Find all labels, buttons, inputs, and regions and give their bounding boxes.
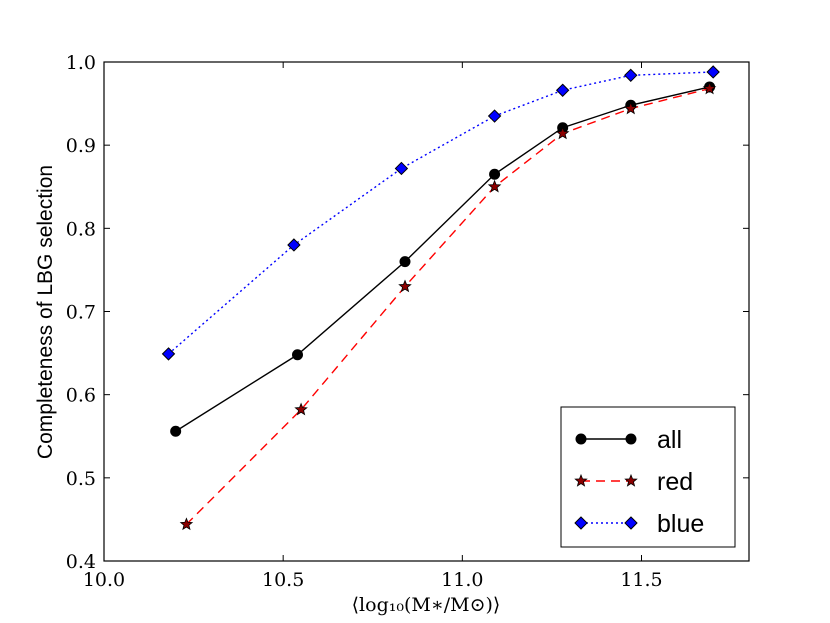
series-layer	[161, 65, 720, 531]
x-tick-label: 11.0	[441, 569, 483, 591]
legend-marker-blue	[624, 516, 638, 530]
legend-marker-blue	[574, 516, 588, 530]
data-point-blue	[487, 109, 502, 123]
data-point-blue	[555, 83, 570, 97]
legend: all red blue	[560, 406, 736, 548]
data-point-all	[170, 425, 182, 437]
x-tick-label: 10.0	[83, 569, 125, 591]
y-tick-label: 0.7	[66, 302, 96, 324]
data-point-all	[399, 256, 411, 268]
y-axis-title: Completeness of LBG selection	[34, 165, 57, 459]
y-tick-label: 0.4	[66, 551, 96, 573]
y-tick-label: 0.8	[66, 218, 96, 240]
data-point-all	[292, 349, 303, 361]
y-tick-label: 0.6	[66, 385, 96, 407]
data-point-red	[623, 101, 638, 115]
series-blue	[161, 65, 720, 361]
data-point-red	[179, 517, 194, 531]
legend-marker-all	[575, 433, 587, 445]
x-axis-title: ⟨log₁₀(M∗/M⊙)⟩	[352, 594, 501, 616]
legend-label-blue: blue	[657, 510, 704, 538]
data-point-blue	[624, 68, 638, 83]
y-tick-label: 1.0	[66, 52, 96, 74]
legend-label-all: all	[657, 426, 682, 454]
series-red	[179, 81, 717, 531]
x-tick-label: 11.5	[620, 569, 662, 591]
data-point-red	[398, 279, 412, 293]
legend-marker-red	[624, 473, 638, 487]
data-point-blue	[287, 238, 301, 252]
y-tick-label: 0.9	[66, 135, 96, 157]
data-point-red	[294, 402, 308, 416]
data-point-blue	[161, 347, 176, 361]
y-tick-label: 0.5	[66, 468, 96, 490]
x-tick-label: 10.5	[262, 569, 304, 591]
data-point-red	[487, 179, 502, 193]
legend-label-red: red	[657, 468, 693, 496]
data-point-all	[489, 168, 501, 180]
ticks-layer: 10.0 10.5 11.0 11.5 0.4 0.5 0.6 0.7 0.8 0.9 1.0	[66, 52, 749, 591]
legend-marker-red	[574, 473, 588, 487]
legend-box	[560, 406, 736, 548]
data-point-blue	[706, 65, 720, 79]
data-point-red	[702, 81, 717, 95]
legend-marker-all	[625, 433, 637, 445]
data-point-blue	[394, 161, 409, 176]
data-point-red	[555, 126, 570, 140]
